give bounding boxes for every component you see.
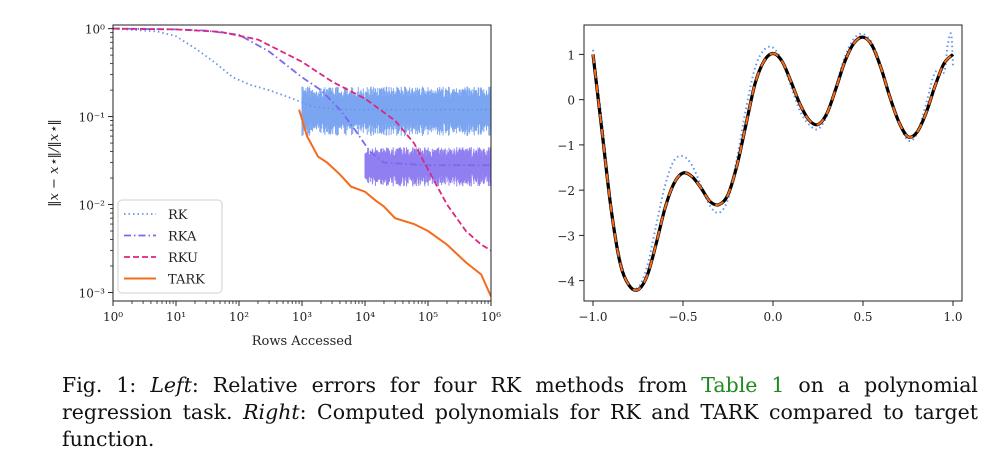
table-link[interactable]: Table 1	[701, 373, 785, 397]
noise-band-rk	[301, 86, 491, 137]
x-tick-label: −0.5	[668, 310, 697, 324]
y-axis-label: ‖x − x⋆‖/‖x⋆‖	[47, 119, 62, 207]
series-tark-line	[298, 109, 491, 297]
y-tick-label: −3	[557, 229, 575, 243]
legend: RK RKA RKU TARK	[117, 199, 223, 294]
y-tick-label: 10⁻¹	[79, 111, 105, 125]
y-tick-label: −4	[557, 275, 575, 289]
x-tick-label: 10⁰	[103, 310, 123, 324]
x-tick-label: −1.0	[578, 310, 607, 324]
caption-text-1: : Relative errors for four RK methods fr…	[191, 373, 702, 397]
x-tick-label: 0.0	[763, 310, 782, 324]
x-axis-label: Rows Accessed	[252, 334, 353, 349]
caption-right-word: Right	[243, 400, 300, 424]
right-chart: −1.0 −0.5 0.0 0.5 1.0 1 0 −1 −2 −3 −4	[557, 24, 963, 324]
x-tick-label: 10⁶	[481, 310, 501, 324]
target-function-line	[591, 35, 955, 292]
y-tick-label: −2	[557, 184, 575, 198]
rk-fit-line	[592, 32, 954, 291]
legend-label-rk: RK	[168, 208, 188, 223]
right-axes-frame	[583, 24, 963, 302]
y-tick-label: 10⁻²	[79, 199, 106, 213]
legend-label-rka: RKA	[168, 230, 197, 245]
legend-label-rku: RKU	[168, 251, 198, 266]
x-tick-label: 1.0	[943, 310, 962, 324]
series-rk-line	[113, 27, 491, 111]
figure: 10⁰ 10¹ 10² 10³ 10⁴ 10⁵ 10⁶ 10⁰ 10⁻¹ 10⁻² 10⁻³ Rows…	[47, 23, 963, 349]
left-chart: 10⁰ 10¹ 10² 10³ 10⁴ 10⁵ 10⁶ 10⁰ 10⁻¹ 10⁻² 10⁻³ Rows…	[47, 23, 501, 349]
caption-text-2: on a polynomial regression task.	[62, 373, 978, 424]
x-tick-label: 10³	[292, 310, 312, 324]
x-tick-label: 10⁴	[355, 310, 375, 324]
x-tick-label: 10⁵	[418, 310, 438, 324]
y-tick-label: −1	[557, 139, 575, 153]
legend-label-tark: TARK	[168, 273, 205, 288]
y-tick-label: 10⁻³	[79, 286, 106, 300]
caption-label: Fig. 1:	[62, 373, 137, 397]
x-tick-label: 0.5	[853, 310, 872, 324]
x-tick-label: 10²	[229, 310, 249, 324]
y-tick-label: 1	[567, 48, 575, 62]
tark-fit-line	[592, 36, 954, 292]
figure-caption: Fig. 1: Left: Relative errors for four R…	[62, 372, 978, 453]
y-tick-label: 0	[567, 94, 575, 108]
caption-left-word: Left	[150, 373, 192, 397]
x-tick-label: 10¹	[166, 310, 186, 324]
noise-band-rka	[364, 147, 491, 187]
caption-text-3: : Computed polynomials for RK and TARK c…	[62, 400, 978, 451]
series-rku-line	[113, 27, 491, 252]
y-tick-label: 10⁰	[85, 23, 105, 37]
